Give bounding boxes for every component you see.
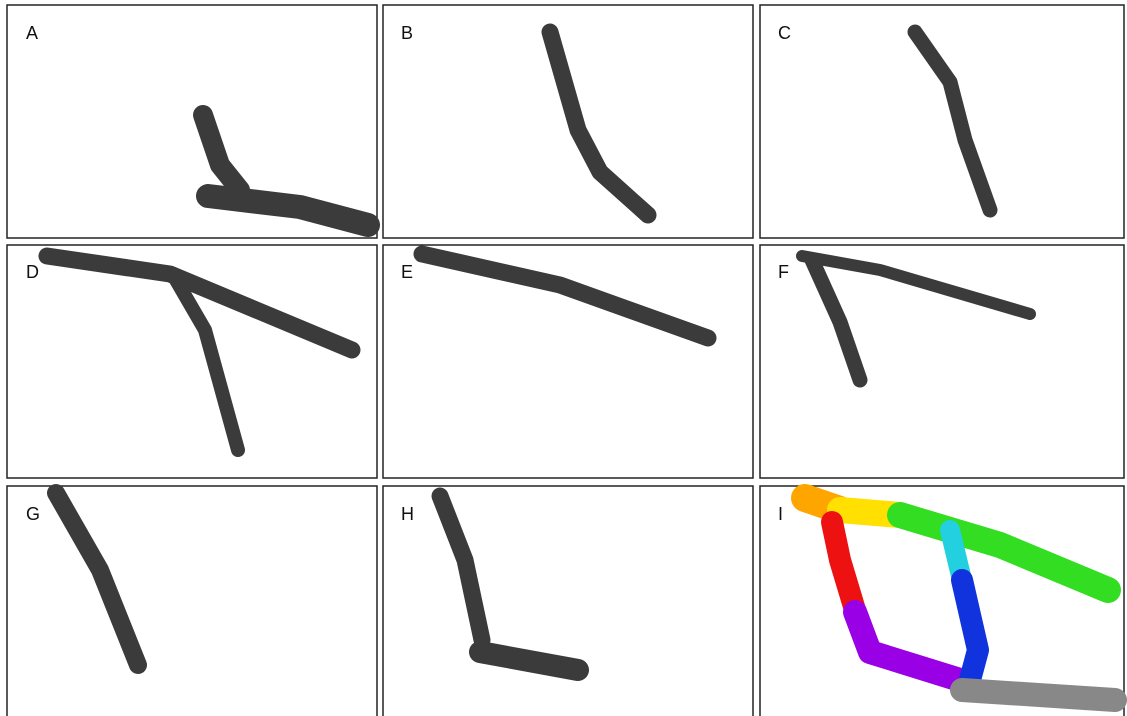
root-segment <box>440 496 482 640</box>
panel-label: I <box>778 504 783 524</box>
panel-label: D <box>26 262 39 282</box>
root-shapes <box>47 32 1115 700</box>
root-segment <box>208 196 368 225</box>
panel-frame <box>760 5 1124 238</box>
root-segment <box>56 493 138 665</box>
root-segment <box>812 260 860 380</box>
root-segment <box>832 522 855 610</box>
root-segment <box>422 254 708 338</box>
panel-label: E <box>401 262 413 282</box>
root-segment <box>962 690 1115 700</box>
panel-label: B <box>401 23 413 43</box>
root-segment <box>550 32 648 215</box>
panel-label: F <box>778 262 789 282</box>
root-segment <box>915 32 990 210</box>
root-segment <box>480 652 578 670</box>
root-segment <box>900 515 1108 590</box>
panel-label: A <box>26 23 38 43</box>
figure: A B C D E F G H I <box>0 0 1127 716</box>
panel-label: H <box>401 504 414 524</box>
root-segment <box>962 580 978 680</box>
root-segment <box>203 115 240 190</box>
root-segment <box>855 612 960 680</box>
panel-label: G <box>26 504 40 524</box>
panel-label: C <box>778 23 791 43</box>
